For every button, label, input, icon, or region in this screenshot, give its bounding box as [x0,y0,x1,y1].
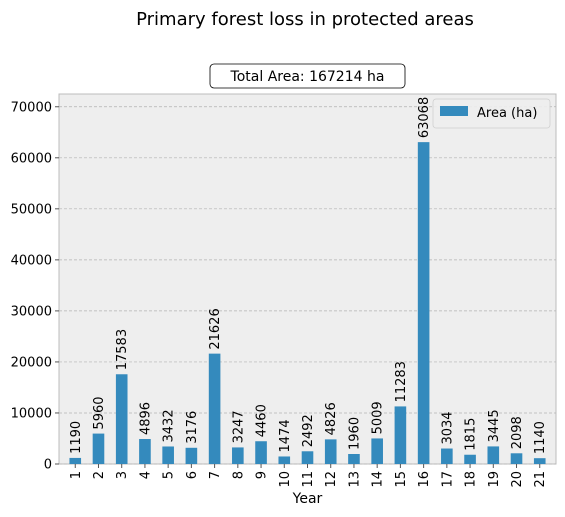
bar-value-label: 2098 [510,416,525,449]
bar [185,447,198,464]
x-tick-label: 12 [324,471,339,488]
bar-value-label: 3445 [487,409,502,442]
x-tick-label: 7 [208,471,223,479]
legend-label: Area (ha) [477,106,537,121]
bar [255,441,267,464]
x-tick-label: 4 [138,471,153,479]
x-tick-label: 9 [255,471,270,479]
bar-value-label: 3034 [440,411,455,444]
annotation-text: Total Area: 167214 ha [230,69,385,85]
bar [510,453,523,464]
bar [301,451,314,464]
bar [464,454,476,464]
bar [348,453,360,464]
y-tick-label: 20000 [11,355,52,370]
legend-swatch [440,106,468,116]
x-tick-label: 17 [440,471,455,488]
bar [371,438,383,464]
bar-value-label: 4460 [255,404,270,437]
x-tick-label: 5 [162,471,177,479]
x-tick-label: 3 [115,471,130,479]
bar-value-label: 1815 [464,418,479,451]
x-tick-label: 21 [533,471,548,488]
bar-value-label: 1190 [69,421,84,454]
x-tick-label: 10 [278,471,293,488]
x-tick-label: 13 [347,471,362,488]
bar-value-label: 5960 [92,396,107,429]
bar [208,353,221,464]
bar [278,456,291,464]
x-tick-label: 2 [92,471,107,479]
bar-value-label: 4826 [324,402,339,435]
bar [441,448,453,464]
y-tick-label: 40000 [11,253,52,268]
bar-value-label: 17583 [115,329,130,370]
bar [232,447,244,464]
bar [417,142,430,464]
y-axis: 0 10000 20000 30000 40000 50000 60000 70000 [11,100,59,473]
bar-value-label: 3247 [231,410,246,443]
bar-value-label: 63068 [417,97,432,138]
bar [162,446,174,464]
total-area-annotation: Total Area: 167214 ha [209,63,406,89]
chart-title: Primary forest loss in protected areas [136,9,474,30]
y-tick-label: 10000 [11,406,52,421]
bar-value-label: 1960 [347,417,362,450]
x-tick-label: 18 [464,471,479,488]
bar [139,439,151,464]
bar [487,446,500,464]
x-axis-label: Year [292,491,323,507]
y-tick-label: 70000 [11,100,52,115]
bar-value-label: 11283 [394,361,409,402]
bar-value-label: 1474 [278,419,293,452]
x-tick-label: 6 [185,471,200,479]
bar-value-label: 3176 [185,411,200,444]
bar-value-label: 5009 [371,401,386,434]
y-tick-label: 0 [44,458,52,473]
x-tick-label: 20 [510,471,525,488]
x-tick-label: 8 [231,471,246,479]
bar [394,406,407,464]
annotation-box [209,63,406,89]
legend: Area (ha) [432,98,551,129]
bars: 1190 5960 17583 4896 3432 3176 21626 3247 4460 14… [69,97,548,464]
bar-value-label: 3432 [162,409,177,442]
bar [69,457,82,464]
y-tick-label: 30000 [11,304,52,319]
bar-value-label: 4896 [138,402,153,435]
x-tick-label: 14 [371,471,386,488]
x-tick-label: 19 [487,471,502,488]
y-tick-label: 60000 [11,151,52,166]
bar-value-label: 1140 [533,421,548,454]
x-tick-label: 11 [301,471,316,488]
x-axis: 1 2 3 4 5 6 7 8 9 10 11 12 13 14 15 16 17 18 19 20 21 [69,464,548,488]
bar [533,458,546,464]
plot-area [58,93,557,465]
bar-value-label: 2492 [301,414,316,447]
x-tick-label: 1 [69,471,84,479]
bar-value-label: 21626 [208,308,223,349]
y-tick-label: 50000 [11,202,52,217]
bar [115,374,128,464]
bar [324,439,337,464]
bar [92,433,105,464]
x-tick-label: 16 [417,471,432,488]
x-tick-label: 15 [394,471,409,488]
